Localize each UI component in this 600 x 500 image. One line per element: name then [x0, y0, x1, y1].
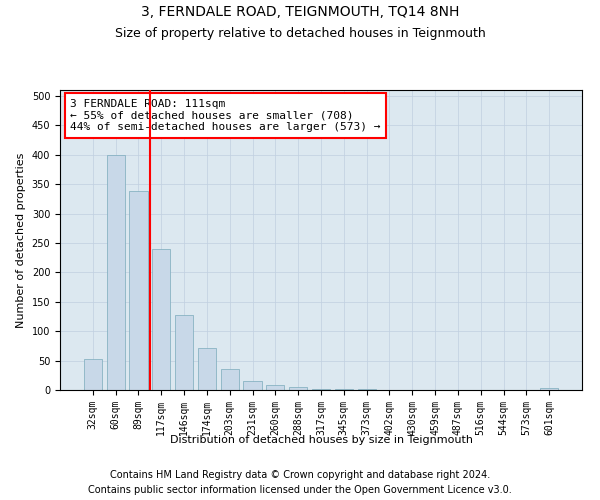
Bar	[175, 314, 193, 390]
Bar	[244, 381, 262, 390]
Bar	[152, 249, 170, 390]
Bar	[266, 386, 284, 390]
Text: 3, FERNDALE ROAD, TEIGNMOUTH, TQ14 8NH: 3, FERNDALE ROAD, TEIGNMOUTH, TQ14 8NH	[141, 5, 459, 19]
Bar	[221, 370, 239, 390]
Bar	[107, 154, 125, 390]
Text: Contains public sector information licensed under the Open Government Licence v3: Contains public sector information licen…	[88, 485, 512, 495]
Bar	[540, 388, 558, 390]
Text: Distribution of detached houses by size in Teignmouth: Distribution of detached houses by size …	[170, 435, 473, 445]
Y-axis label: Number of detached properties: Number of detached properties	[16, 152, 26, 328]
Text: 3 FERNDALE ROAD: 111sqm
← 55% of detached houses are smaller (708)
44% of semi-d: 3 FERNDALE ROAD: 111sqm ← 55% of detache…	[70, 99, 381, 132]
Text: Contains HM Land Registry data © Crown copyright and database right 2024.: Contains HM Land Registry data © Crown c…	[110, 470, 490, 480]
Bar	[198, 348, 216, 390]
Text: Size of property relative to detached houses in Teignmouth: Size of property relative to detached ho…	[115, 28, 485, 40]
Bar	[312, 389, 330, 390]
Bar	[84, 360, 102, 390]
Bar	[130, 191, 148, 390]
Bar	[289, 387, 307, 390]
